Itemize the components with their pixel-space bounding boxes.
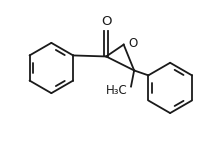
Text: O: O [128,37,138,50]
Text: O: O [101,15,111,28]
Text: H₃C: H₃C [106,84,127,97]
